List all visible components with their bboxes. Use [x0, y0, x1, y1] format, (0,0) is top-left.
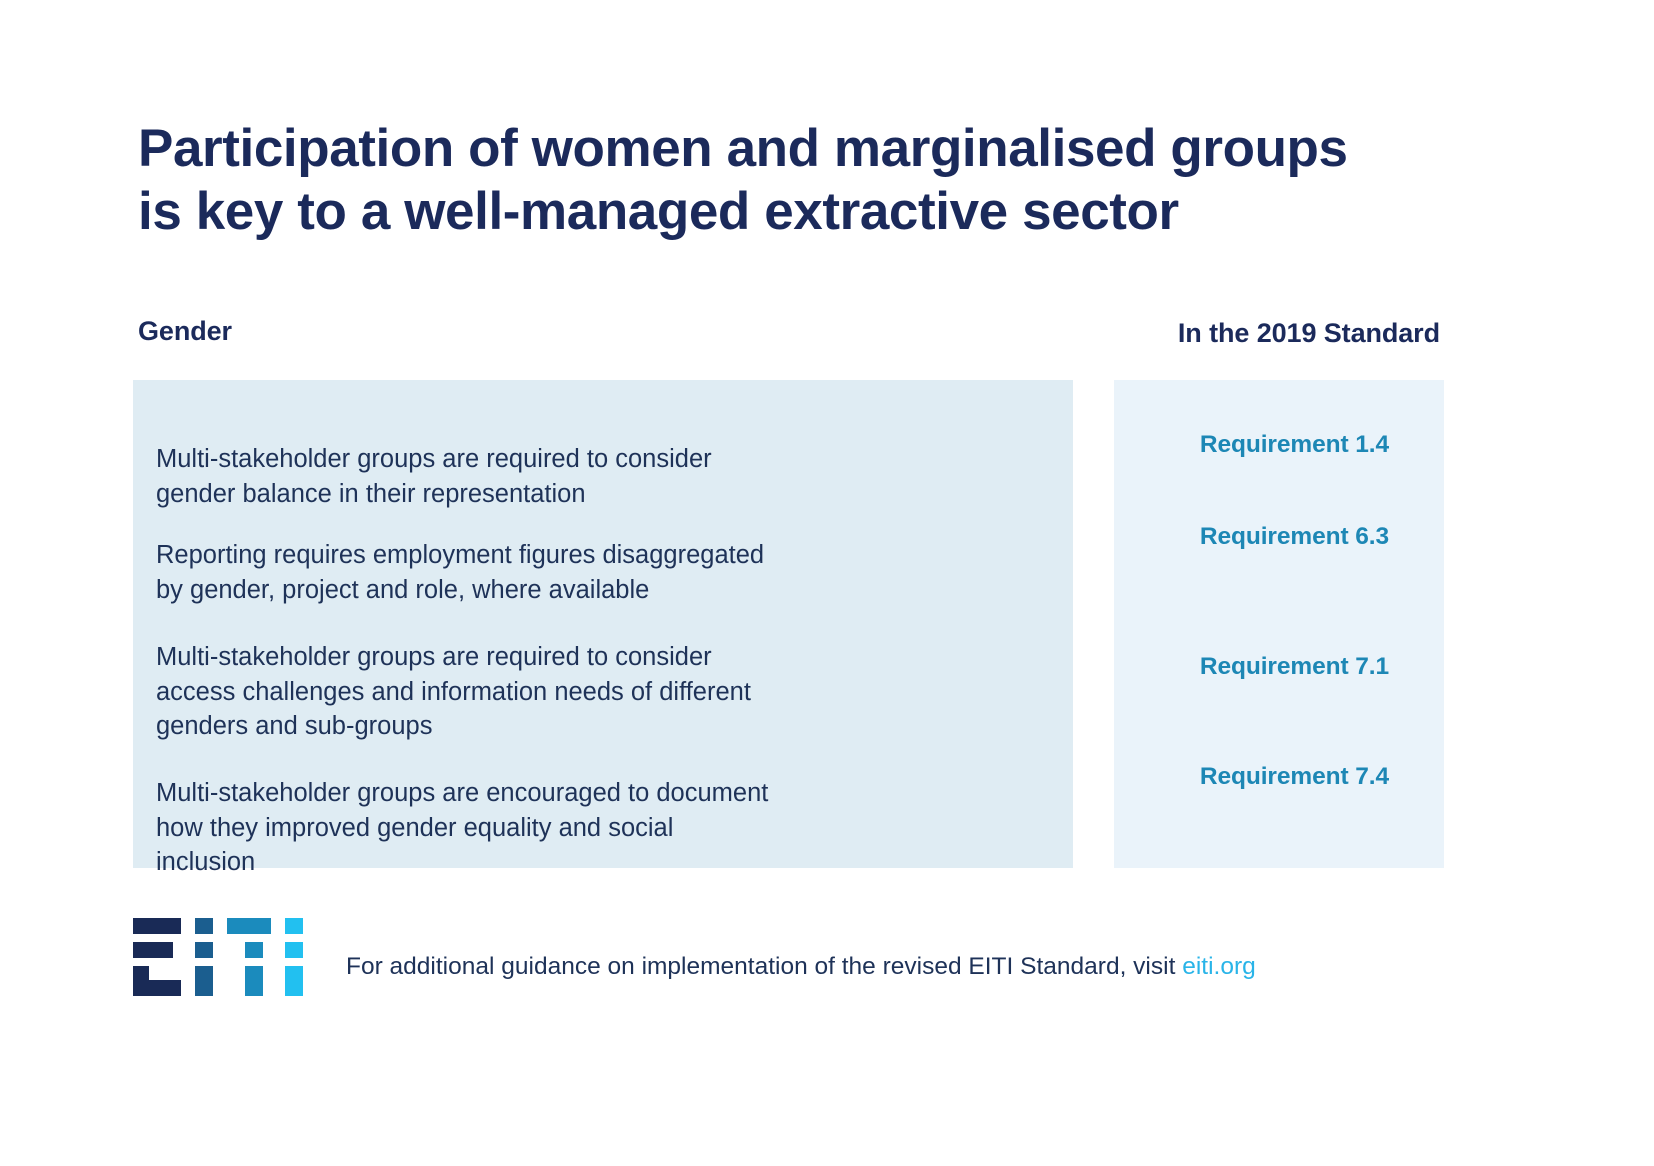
logo-block-i2-stem2 — [285, 966, 303, 982]
logo-block-i1-dot — [195, 918, 213, 934]
logo-block-t-stem1 — [245, 942, 263, 958]
list-item: Multi-stakeholder groups are required to… — [156, 445, 712, 508]
logo-block-e-mid — [133, 942, 173, 958]
page-title-line-1: Participation of women and marginalised … — [138, 119, 1348, 178]
requirement-badge: Requirement 7.1 — [1199, 653, 1389, 680]
logo-block-t-stem3 — [245, 980, 263, 996]
list-item: Multi-stakeholder groups are encouraged … — [156, 779, 769, 877]
logo-block-i1-stem2 — [195, 966, 213, 982]
logo-block-e-bottom — [133, 980, 181, 996]
logo-block-e-top — [133, 918, 181, 934]
requirement-badge: Requirement 7.4 — [1199, 763, 1389, 790]
requirement-badge: Requirement 1.4 — [1199, 431, 1389, 458]
logo-block-i1-stem3 — [195, 980, 213, 996]
eiti-logo — [133, 918, 308, 996]
column-header-gender: Gender — [138, 316, 232, 346]
footer-text-span: For additional guidance on implementatio… — [346, 953, 1183, 980]
page-title-line-2: is key to a well-managed extractive sect… — [138, 181, 1179, 241]
logo-block-t-stem2 — [245, 966, 263, 982]
logo-block-i2-stem1 — [285, 942, 303, 958]
logo-block-i2-dot — [285, 918, 303, 934]
logo-block-e-mid2 — [133, 966, 149, 982]
requirements-panel: Requirement 1.4 Requirement 6.3 Requirem… — [1114, 380, 1444, 868]
list-item: Multi-stakeholder groups are required to… — [156, 643, 751, 741]
column-header-standard: In the 2019 Standard — [1177, 318, 1440, 348]
footer: For additional guidance on implementatio… — [133, 908, 1463, 1018]
logo-block-i1-stem1 — [195, 942, 213, 958]
page-title: Participation of women and marginalised … — [138, 118, 1458, 243]
list-item: Reporting requires employment figures di… — [156, 541, 765, 604]
gender-statements-panel: Multi-stakeholder groups are required to… — [133, 380, 1073, 876]
requirement-badge: Requirement 6.3 — [1199, 523, 1389, 550]
footer-guidance-text: For additional guidance on implementatio… — [346, 953, 1256, 981]
eiti-org-link[interactable]: eiti.org — [1182, 953, 1256, 980]
logo-block-i2-stem3 — [285, 980, 303, 996]
logo-block-t-top — [227, 918, 271, 934]
